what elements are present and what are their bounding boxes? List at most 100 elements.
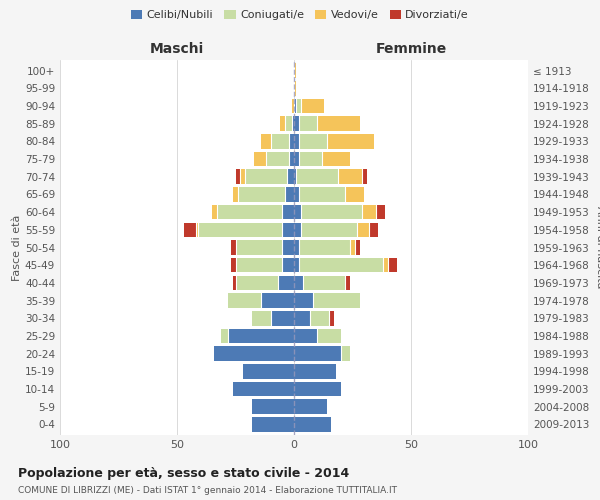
Bar xyxy=(252,417,294,432)
Bar xyxy=(196,222,198,237)
Bar xyxy=(362,205,376,220)
Bar xyxy=(310,311,329,326)
Bar xyxy=(301,222,357,237)
Bar xyxy=(294,276,304,290)
Bar xyxy=(294,170,296,184)
Bar xyxy=(313,294,359,308)
Bar xyxy=(383,258,388,272)
Bar xyxy=(235,258,283,272)
Bar xyxy=(299,116,317,131)
Bar xyxy=(294,382,341,396)
Bar xyxy=(284,116,292,131)
Bar xyxy=(296,170,338,184)
Bar xyxy=(294,134,299,148)
Bar xyxy=(231,240,235,255)
Bar xyxy=(233,187,238,202)
Bar xyxy=(229,294,261,308)
Bar xyxy=(294,205,301,220)
Bar xyxy=(240,170,245,184)
Bar xyxy=(355,240,359,255)
Bar xyxy=(296,98,301,113)
Text: COMUNE DI LIBRIZZI (ME) - Dati ISTAT 1° gennaio 2014 - Elaborazione TUTTITALIA.I: COMUNE DI LIBRIZZI (ME) - Dati ISTAT 1° … xyxy=(18,486,397,495)
Bar xyxy=(301,98,325,113)
Bar xyxy=(294,81,296,96)
Bar xyxy=(294,328,317,343)
Bar xyxy=(289,152,294,166)
Bar xyxy=(271,311,294,326)
Bar xyxy=(233,276,235,290)
Bar xyxy=(304,276,346,290)
Bar xyxy=(294,258,299,272)
Bar xyxy=(376,205,385,220)
Text: Popolazione per età, sesso e stato civile - 2014: Popolazione per età, sesso e stato civil… xyxy=(18,468,349,480)
Bar xyxy=(233,382,294,396)
Bar xyxy=(327,134,374,148)
Bar xyxy=(283,240,294,255)
Bar xyxy=(299,134,327,148)
Legend: Celibi/Nubili, Coniugati/e, Vedovi/e, Divorziati/e: Celibi/Nubili, Coniugati/e, Vedovi/e, Di… xyxy=(127,6,473,25)
Bar xyxy=(369,222,378,237)
Bar xyxy=(341,346,350,361)
Bar xyxy=(294,311,310,326)
Bar xyxy=(299,240,350,255)
Bar xyxy=(294,240,299,255)
Bar xyxy=(346,187,364,202)
Bar xyxy=(261,294,294,308)
Bar xyxy=(229,328,294,343)
Text: Maschi: Maschi xyxy=(150,42,204,56)
Bar xyxy=(317,116,359,131)
Bar xyxy=(214,346,294,361)
Bar xyxy=(294,116,299,131)
Bar xyxy=(235,240,283,255)
Bar xyxy=(350,240,355,255)
Bar xyxy=(184,222,196,237)
Bar xyxy=(346,276,350,290)
Bar xyxy=(261,134,271,148)
Bar xyxy=(322,152,350,166)
Bar xyxy=(294,64,296,78)
Bar xyxy=(231,258,235,272)
Bar xyxy=(357,222,369,237)
Bar xyxy=(198,222,283,237)
Bar xyxy=(212,205,217,220)
Bar xyxy=(299,187,346,202)
Bar xyxy=(235,170,240,184)
Bar xyxy=(294,222,301,237)
Bar xyxy=(284,187,294,202)
Bar xyxy=(283,205,294,220)
Bar xyxy=(301,205,362,220)
Bar xyxy=(329,311,334,326)
Y-axis label: Anni di nascita: Anni di nascita xyxy=(595,206,600,289)
Bar xyxy=(283,258,294,272)
Bar xyxy=(252,400,294,414)
Bar xyxy=(221,328,229,343)
Text: Femmine: Femmine xyxy=(376,42,446,56)
Bar xyxy=(294,152,299,166)
Y-axis label: Fasce di età: Fasce di età xyxy=(12,214,22,280)
Bar xyxy=(294,98,296,113)
Bar xyxy=(245,170,287,184)
Bar xyxy=(338,170,362,184)
Bar xyxy=(292,116,294,131)
Bar xyxy=(299,258,383,272)
Bar xyxy=(254,152,266,166)
Bar xyxy=(294,187,299,202)
Bar xyxy=(294,346,341,361)
Bar xyxy=(283,222,294,237)
Bar xyxy=(294,400,327,414)
Bar xyxy=(362,170,367,184)
Bar xyxy=(271,134,289,148)
Bar xyxy=(292,98,294,113)
Bar xyxy=(217,205,283,220)
Bar xyxy=(238,187,284,202)
Bar xyxy=(299,152,322,166)
Bar xyxy=(266,152,289,166)
Bar xyxy=(294,364,336,378)
Bar xyxy=(294,417,331,432)
Bar xyxy=(317,328,341,343)
Bar xyxy=(235,276,278,290)
Bar xyxy=(388,258,397,272)
Bar xyxy=(252,311,271,326)
Bar xyxy=(280,116,284,131)
Bar xyxy=(242,364,294,378)
